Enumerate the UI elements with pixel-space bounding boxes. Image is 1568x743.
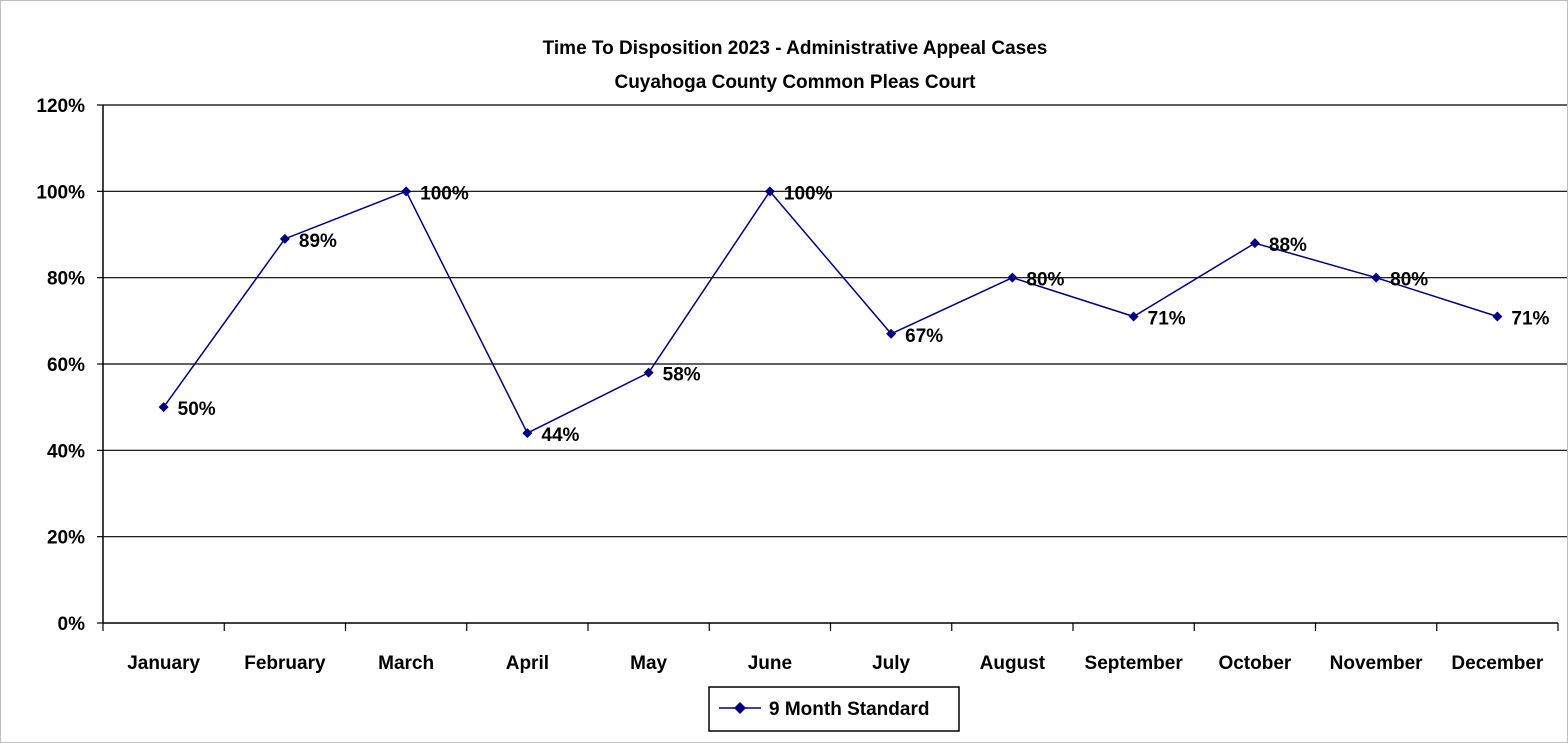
y-tick-label: 40% [47, 441, 85, 462]
x-tick-label: January [127, 653, 200, 674]
gridlines [103, 104, 1567, 538]
legend-series-marker [734, 702, 746, 714]
series-line [163, 190, 1498, 435]
data-point-marker [522, 428, 533, 439]
x-tick-label: November [1330, 653, 1424, 674]
chart-subtitle: Cuyahoga County Common Pleas Court [614, 72, 976, 93]
data-point-marker [1371, 272, 1382, 283]
data-label: 100% [420, 183, 469, 204]
data-labels: 50% 89% 100% 44% 58% 100% 67% 80% 71% 88% 80% 71% [178, 183, 1550, 446]
x-tick-label: August [980, 653, 1046, 674]
x-tick-label: July [872, 653, 910, 674]
data-label: 71% [1148, 309, 1186, 330]
data-label: 67% [905, 326, 943, 347]
legend-box [708, 686, 960, 732]
data-point-marker [401, 186, 412, 197]
data-label: 44% [541, 425, 579, 446]
x-tick-label: April [506, 653, 549, 674]
data-point-marker [886, 328, 897, 339]
x-tick-label: June [748, 653, 792, 674]
x-tick-label: September [1085, 653, 1184, 674]
data-point-marker [1492, 311, 1503, 322]
y-tick-label: 60% [47, 355, 85, 376]
x-tick-label: October [1218, 653, 1291, 674]
legend-series-label: 9 Month Standard [769, 699, 929, 720]
data-label: 50% [178, 399, 216, 420]
x-tick-label: May [630, 653, 667, 674]
data-point-marker [158, 402, 169, 413]
x-tick-label: December [1451, 653, 1543, 674]
data-label: 88% [1269, 235, 1307, 256]
x-tick-label: March [378, 653, 434, 674]
data-point-marker [279, 233, 290, 244]
data-label: 58% [663, 365, 701, 386]
y-tick-label: 120% [36, 96, 85, 117]
x-tick-label: February [244, 653, 326, 674]
y-tick-label: 100% [36, 182, 85, 203]
data-point-marker [1007, 272, 1018, 283]
chart-title: Time To Disposition 2023 - Administrativ… [543, 38, 1048, 59]
data-point-marker [764, 186, 775, 197]
axes [97, 104, 1559, 631]
data-label: 89% [299, 231, 337, 252]
data-point-marker [1128, 311, 1139, 322]
y-tick-label: 80% [47, 269, 85, 290]
legend: 9 Month Standard [708, 686, 960, 732]
y-axis-tick-labels: 0% 20% 40% 60% 80% 100% 120% [36, 96, 85, 635]
y-tick-label: 0% [58, 614, 86, 635]
data-label: 80% [1026, 270, 1064, 291]
y-tick-label: 20% [47, 528, 85, 549]
data-label: 100% [784, 183, 833, 204]
data-label: 71% [1511, 309, 1549, 330]
data-point-marker [643, 367, 654, 378]
data-point-marker [1249, 238, 1260, 249]
x-axis-tick-labels: January February March April May June July Augu… [127, 653, 1544, 674]
series-layer [158, 186, 1503, 439]
data-label: 80% [1390, 270, 1428, 291]
